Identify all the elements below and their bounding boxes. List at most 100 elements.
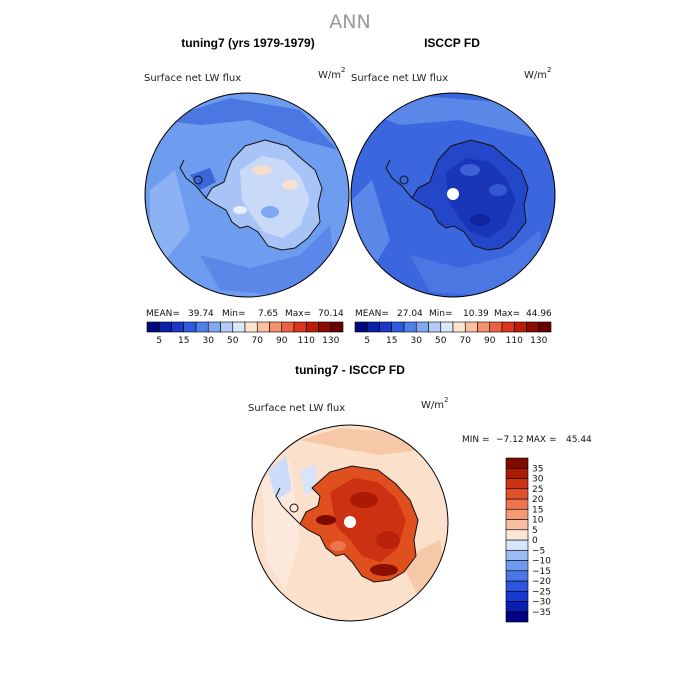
svg-text:W/m: W/m <box>524 70 547 81</box>
colorbar-swatch <box>505 601 529 613</box>
colorbar-swatch <box>269 321 283 333</box>
colorbar-tick-label: 5 <box>156 336 162 346</box>
svg-text:MIN =: MIN = <box>462 435 490 445</box>
colorbar-swatch <box>440 321 454 333</box>
coastline <box>289 503 299 513</box>
land-anomaly <box>376 531 400 549</box>
colorbar-tick-label: 35 <box>532 464 543 474</box>
map-border <box>144 92 350 298</box>
land-anomaly <box>350 492 378 508</box>
polar-map <box>252 425 448 621</box>
colorbar-tick-label: −10 <box>532 557 551 567</box>
ocean-band <box>268 456 292 500</box>
colorbar-tick-label: 70 <box>252 336 264 346</box>
svg-text:45.44: 45.44 <box>566 435 592 445</box>
colorbar-swatch <box>171 321 185 333</box>
colorbar-swatch <box>146 321 160 333</box>
figure-title: ANN <box>329 11 370 33</box>
colorbar-swatch <box>505 467 529 479</box>
pole-missing-data <box>344 516 356 528</box>
colorbar-tick-label: −5 <box>532 546 545 556</box>
colorbar-swatch <box>232 321 246 333</box>
land-anomaly <box>233 206 247 214</box>
colorbar-swatch <box>505 590 529 602</box>
colorbar-swatch <box>501 321 515 333</box>
colorbar-tick-label: 0 <box>532 536 538 546</box>
colorbar-tick-label: 15 <box>532 505 543 515</box>
svg-text:27.04: 27.04 <box>397 309 423 319</box>
coastline <box>179 159 207 199</box>
colorbar-swatch <box>415 321 429 333</box>
colorbar-tick-label: −15 <box>532 567 551 577</box>
svg-text:Max=: Max= <box>494 309 520 319</box>
polar-map <box>145 93 349 297</box>
colorbar-swatch <box>505 457 529 469</box>
svg-text:44.96: 44.96 <box>526 309 552 319</box>
land-anomaly <box>240 156 310 238</box>
svg-text:70.14: 70.14 <box>318 309 344 319</box>
coastline <box>193 175 203 185</box>
svg-text:7.65: 7.65 <box>258 309 278 319</box>
svg-text:Min=: Min= <box>222 309 246 319</box>
colorbar-swatch <box>464 321 478 333</box>
svg-text:MEAN=: MEAN= <box>355 309 389 319</box>
unit-label: W/m 2 <box>421 396 448 411</box>
colorbar-swatch <box>379 321 393 333</box>
svg-text:W/m: W/m <box>421 400 444 411</box>
colorbar-tick-label: −25 <box>532 587 551 597</box>
colorbar-tick-label: 15 <box>178 336 189 346</box>
pole-missing-data <box>447 188 459 200</box>
colorbar-swatch <box>505 519 529 531</box>
colorbar-swatch <box>489 321 503 333</box>
ocean-band <box>300 428 420 455</box>
colorbar-tick-label: 15 <box>386 336 397 346</box>
svg-text:−7.12: −7.12 <box>496 435 524 445</box>
colorbar-swatch <box>505 560 529 572</box>
colorbar-swatch <box>293 321 307 333</box>
colorbar-swatch <box>513 321 527 333</box>
map-border <box>251 424 449 622</box>
colorbar-swatch <box>207 321 221 333</box>
colorbar-tick-label: 90 <box>484 336 496 346</box>
svg-text:10.39: 10.39 <box>463 309 489 319</box>
colorbar-swatch <box>281 321 295 333</box>
land-anomaly <box>252 165 272 175</box>
colorbar-swatch <box>330 321 344 333</box>
colorbar-swatch <box>505 488 529 500</box>
colorbar-swatch <box>477 321 491 333</box>
colorbar-swatch <box>538 321 552 333</box>
colorbar-tick-label: 110 <box>298 336 315 346</box>
colorbar-swatch <box>195 321 209 333</box>
variable-label: Surface net LW flux <box>144 73 241 84</box>
coastline <box>275 487 301 525</box>
colorbar-swatch <box>505 498 529 510</box>
land-anomaly <box>489 184 507 196</box>
colorbar-tick-label: 25 <box>532 485 543 495</box>
colorbar-tick-label: 110 <box>506 336 523 346</box>
stats-line: MEAN= 27.04 Min= 10.39 Max= 44.96 <box>355 309 552 319</box>
colorbar-swatch <box>318 321 332 333</box>
ocean-band <box>360 96 545 140</box>
colorbar-tick-label: 30 <box>411 336 423 346</box>
colorbar-swatch <box>354 321 368 333</box>
colorbar: 5 15 30 50 70 90 110 130 <box>354 321 552 346</box>
polar-map <box>351 93 555 297</box>
colorbar-swatch <box>244 321 258 333</box>
colorbar-tick-label: 5 <box>532 526 538 536</box>
colorbar-swatch <box>305 321 319 333</box>
panel-heading: tuning7 (yrs 1979-1979) <box>181 36 314 50</box>
svg-text:Min=: Min= <box>429 309 453 319</box>
colorbar-swatch <box>220 321 234 333</box>
colorbar-tick-label: 30 <box>532 475 544 485</box>
svg-text:2: 2 <box>547 66 551 74</box>
panel-difference: tuning7 - ISCCP FD Surface net LW flux W… <box>248 363 592 623</box>
stats-line: MEAN= 39.74 Min= 7.65 Max= 70.14 <box>146 309 344 319</box>
colorbar-swatch <box>526 321 540 333</box>
land-anomaly <box>190 168 216 190</box>
svg-text:39.74: 39.74 <box>188 309 214 319</box>
colorbar-tick-label: 90 <box>276 336 288 346</box>
colorbar-swatch <box>256 321 270 333</box>
svg-text:W/m: W/m <box>318 70 341 81</box>
